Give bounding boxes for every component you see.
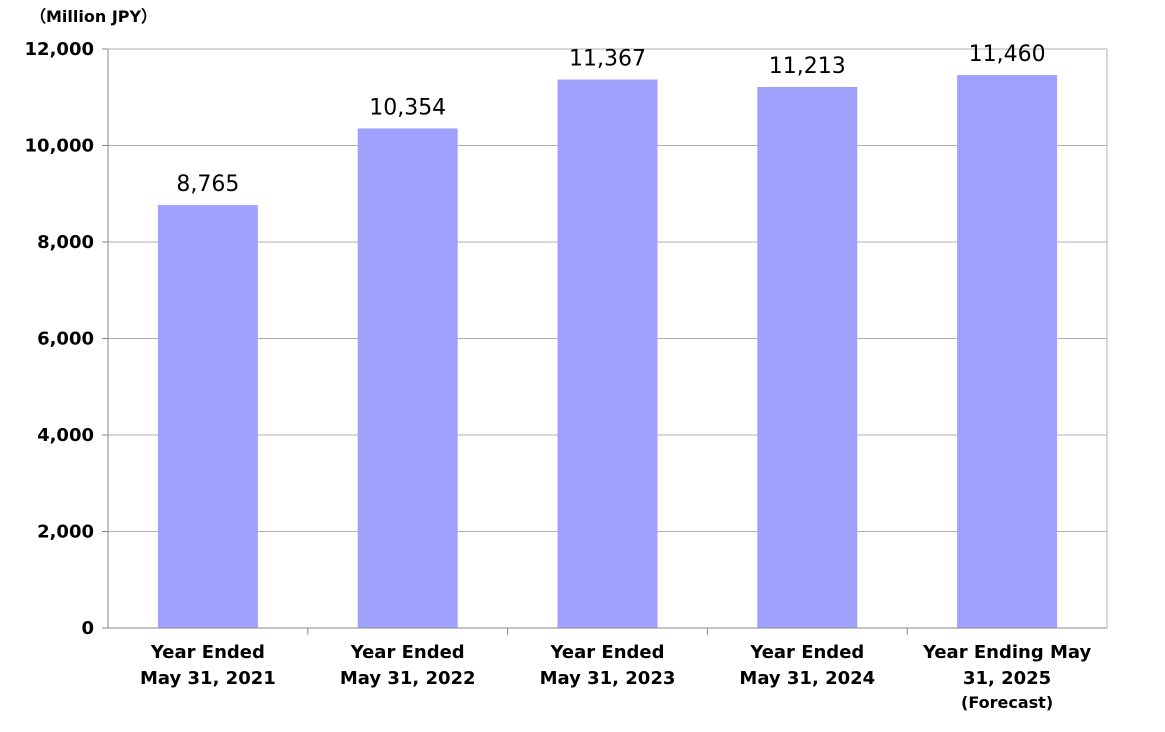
axes — [102, 48, 1108, 635]
x-category-label: Year Ended May 31, 2022 — [340, 642, 476, 689]
bar-value-label: 11,367 — [569, 47, 646, 72]
y-tick-label: 12,000 — [25, 39, 94, 60]
bar-value-label: 11,460 — [969, 42, 1046, 67]
x-category-label: Year Ended May 31, 2024 — [739, 642, 875, 689]
y-tick-label: 8,000 — [37, 232, 94, 253]
y-tick-label: 2,000 — [37, 522, 94, 543]
x-category-label: Year Ending May 31, 2025 (Forecast) — [922, 642, 1092, 712]
x-category-label: Year Ended May 31, 2021 — [140, 642, 276, 689]
y-tick-label: 6,000 — [37, 329, 94, 350]
y-tick-label: 0 — [81, 618, 94, 639]
bar — [557, 79, 658, 629]
bar — [957, 75, 1058, 629]
bar-value-label: 11,213 — [769, 54, 846, 79]
unit-label: （Million JPY） — [30, 7, 157, 26]
x-category-label: Year Ended May 31, 2023 — [540, 642, 676, 689]
bar — [157, 205, 258, 628]
bar — [357, 128, 458, 628]
bar-value-label: 10,354 — [369, 95, 446, 120]
bars — [157, 75, 1058, 629]
y-tick-label: 10,000 — [25, 136, 94, 157]
labels: 0 2,000 4,000 6,000 8,000 10,000 12,000 8,765 Ye… — [25, 39, 1092, 712]
bar-value-label: 8,765 — [176, 172, 239, 197]
y-tick-label: 4,000 — [37, 425, 94, 446]
bar — [757, 86, 858, 628]
